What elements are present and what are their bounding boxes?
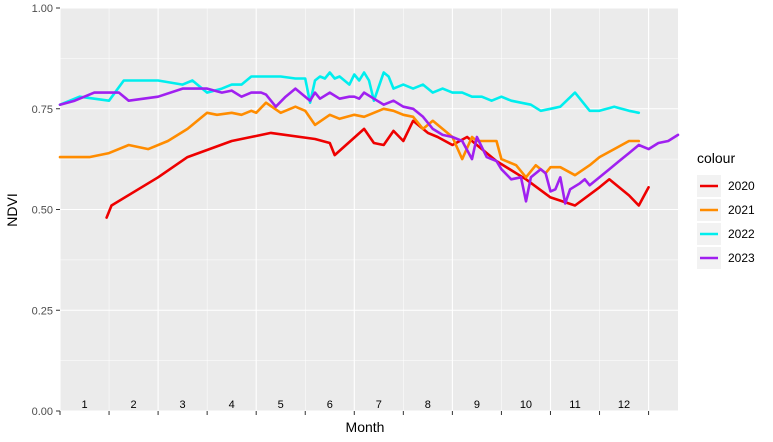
series-line-2022 <box>58 71 641 115</box>
series-line-2020 <box>105 119 650 219</box>
y-tick-label: 0.75 <box>32 104 53 116</box>
legend-label-2022: 2022 <box>728 227 755 241</box>
legend-title: colour <box>697 150 735 166</box>
y-axis: 0.00 0.25 0.50 0.75 1.00 <box>32 3 60 418</box>
month-label: 11 <box>569 399 580 411</box>
month-label: 5 <box>278 399 284 411</box>
legend: colour 2020 2021 2022 2023 <box>697 150 755 269</box>
month-label: 10 <box>520 399 532 411</box>
y-tick-label: 0.50 <box>32 205 53 217</box>
y-tick-label: 1.00 <box>32 3 53 15</box>
month-label: 7 <box>376 399 382 411</box>
x-axis-title: Month <box>346 419 385 435</box>
legend-label-2023: 2023 <box>728 251 755 265</box>
series-lines <box>58 71 680 219</box>
y-axis-title: NDVI <box>4 193 20 226</box>
month-label: 1 <box>81 399 87 411</box>
month-label: 2 <box>131 399 137 411</box>
x-axis <box>59 411 650 415</box>
y-tick-label: 0.00 <box>32 406 53 418</box>
series-line-2023 <box>58 87 680 205</box>
month-label: 3 <box>180 399 186 411</box>
legend-label-2021: 2021 <box>728 203 755 217</box>
month-label: 8 <box>425 399 431 411</box>
month-labels: 1 2 3 4 5 6 7 8 9 10 11 12 <box>81 399 630 411</box>
month-label: 12 <box>618 399 630 411</box>
month-label: 4 <box>229 399 235 411</box>
legend-label-2020: 2020 <box>728 179 755 193</box>
month-label: 6 <box>327 399 333 411</box>
month-label: 9 <box>474 399 480 411</box>
y-tick-label: 0.25 <box>32 305 53 317</box>
grid-major <box>59 7 678 412</box>
